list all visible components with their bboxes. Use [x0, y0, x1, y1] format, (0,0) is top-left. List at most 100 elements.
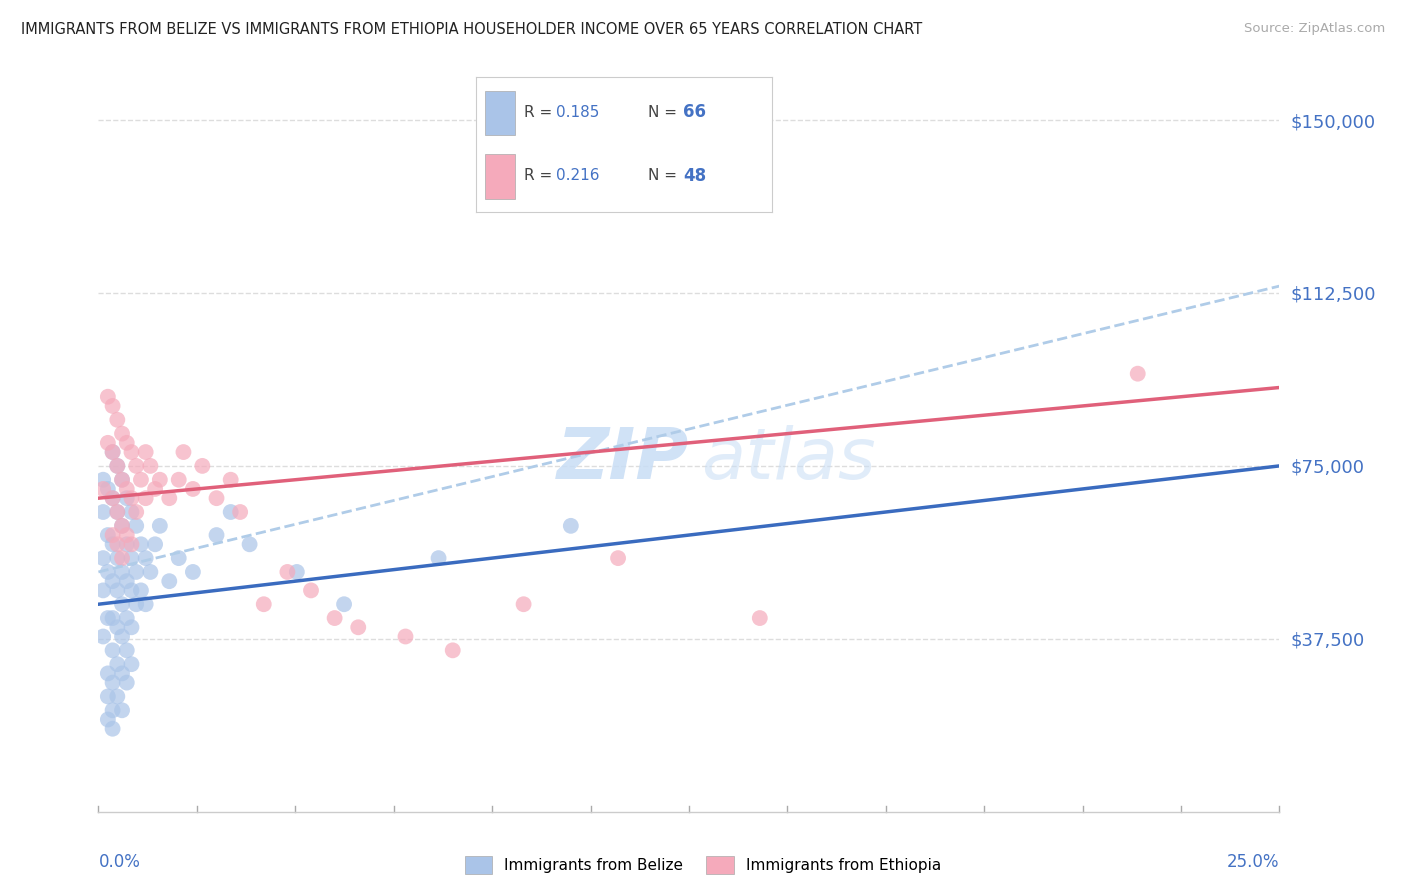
Point: [97, 565, 120, 579]
Point: [111, 630, 134, 644]
Point: [105, 583, 128, 598]
Point: [121, 657, 143, 672]
Point: [105, 690, 128, 704]
Point: [129, 583, 152, 598]
Point: [135, 551, 157, 566]
Point: [111, 703, 134, 717]
Point: [97, 528, 120, 542]
Point: [149, 473, 172, 487]
Point: [121, 620, 143, 634]
Point: [101, 722, 124, 736]
Point: [115, 611, 138, 625]
Point: [285, 565, 308, 579]
Point: [125, 458, 148, 473]
Point: [135, 445, 157, 459]
Point: [121, 445, 143, 459]
Point: [101, 491, 124, 505]
Point: [91, 482, 114, 496]
Point: [135, 491, 157, 505]
Point: [105, 413, 128, 427]
Point: [172, 445, 194, 459]
Point: [111, 473, 134, 487]
Point: [101, 399, 124, 413]
Point: [219, 505, 242, 519]
Text: atlas: atlas: [700, 425, 876, 494]
Point: [105, 620, 128, 634]
Point: [105, 551, 128, 566]
Point: [394, 630, 416, 644]
Point: [129, 537, 152, 551]
Point: [115, 491, 138, 505]
Point: [748, 611, 770, 625]
Point: [115, 537, 138, 551]
Point: [115, 482, 138, 496]
Text: 25.0%: 25.0%: [1227, 853, 1279, 871]
Point: [333, 597, 356, 611]
Point: [97, 666, 120, 681]
Point: [91, 473, 114, 487]
Point: [101, 675, 124, 690]
Point: [181, 482, 204, 496]
Point: [101, 445, 124, 459]
Point: [97, 713, 120, 727]
Point: [115, 643, 138, 657]
Point: [276, 565, 298, 579]
Point: [149, 519, 172, 533]
Point: [111, 473, 134, 487]
Point: [1126, 367, 1149, 381]
Point: [97, 435, 120, 450]
Point: [111, 426, 134, 441]
Point: [125, 505, 148, 519]
Point: [157, 574, 180, 589]
Point: [97, 482, 120, 496]
Point: [105, 458, 128, 473]
Point: [101, 703, 124, 717]
Point: [105, 537, 128, 551]
Point: [91, 551, 114, 566]
Point: [143, 537, 166, 551]
Point: [181, 565, 204, 579]
Point: [97, 690, 120, 704]
Point: [101, 491, 124, 505]
Point: [101, 528, 124, 542]
Text: Source: ZipAtlas.com: Source: ZipAtlas.com: [1244, 22, 1385, 36]
Point: [101, 643, 124, 657]
Point: [105, 657, 128, 672]
Point: [121, 491, 143, 505]
Text: 0.0%: 0.0%: [98, 853, 141, 871]
Point: [205, 491, 228, 505]
Point: [111, 565, 134, 579]
Point: [101, 537, 124, 551]
Point: [125, 519, 148, 533]
Point: [121, 583, 143, 598]
Point: [111, 551, 134, 566]
Point: [121, 505, 143, 519]
Point: [101, 611, 124, 625]
Point: [125, 565, 148, 579]
Point: [101, 574, 124, 589]
Point: [111, 519, 134, 533]
Point: [115, 528, 138, 542]
Point: [205, 528, 228, 542]
Point: [427, 551, 450, 566]
Point: [143, 482, 166, 496]
Point: [121, 551, 143, 566]
Point: [139, 458, 162, 473]
Point: [560, 519, 582, 533]
Point: [115, 574, 138, 589]
Point: [219, 473, 242, 487]
Point: [91, 505, 114, 519]
Point: [105, 505, 128, 519]
Point: [105, 505, 128, 519]
Point: [441, 643, 464, 657]
Legend: Immigrants from Belize, Immigrants from Ethiopia: Immigrants from Belize, Immigrants from …: [458, 850, 948, 880]
Point: [91, 630, 114, 644]
Point: [323, 611, 346, 625]
Point: [115, 675, 138, 690]
Point: [135, 597, 157, 611]
Point: [347, 620, 370, 634]
Point: [229, 505, 252, 519]
Point: [191, 458, 214, 473]
Point: [157, 491, 180, 505]
Point: [167, 551, 190, 566]
